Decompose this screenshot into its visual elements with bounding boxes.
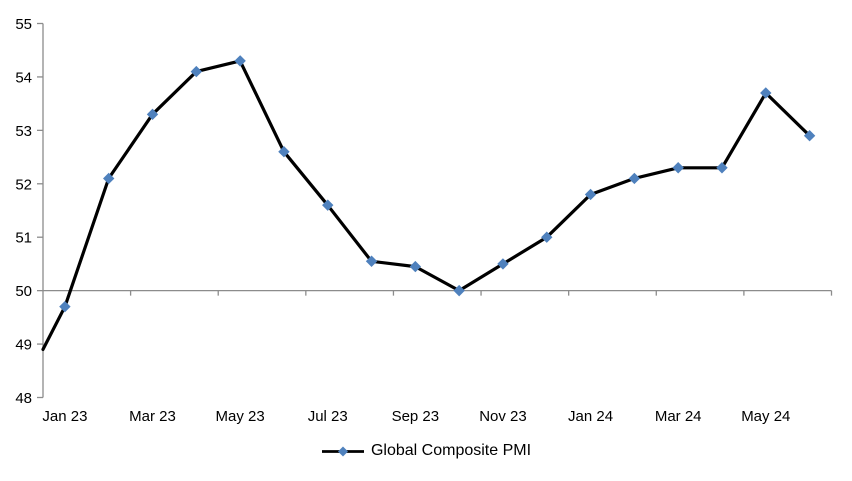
data-point-marker <box>453 284 465 297</box>
x-tick-label: Nov 23 <box>479 408 527 425</box>
y-tick-label: 49 <box>15 337 32 354</box>
x-tick-label: May 24 <box>741 408 790 425</box>
data-point-marker <box>672 162 684 174</box>
chart-legend: Global Composite PMI <box>0 442 852 460</box>
y-tick-label: 54 <box>15 69 32 86</box>
x-tick-label: Sep 23 <box>392 408 440 425</box>
x-tick-label: Jan 24 <box>568 408 613 425</box>
data-point-marker <box>803 129 816 142</box>
data-point-marker <box>628 172 641 185</box>
x-tick-label: May 23 <box>216 408 265 425</box>
x-tick-label: Mar 23 <box>129 408 176 425</box>
data-point-marker <box>322 199 334 211</box>
data-point-marker <box>760 87 772 99</box>
data-point-marker <box>190 65 203 78</box>
data-point-marker <box>541 231 553 243</box>
pmi-series-line <box>41 59 812 351</box>
data-point-marker <box>584 188 597 201</box>
data-point-marker <box>716 162 728 174</box>
y-tick-label: 51 <box>15 230 32 247</box>
y-tick-label: 55 <box>15 16 32 33</box>
y-tick-label: 52 <box>15 176 32 193</box>
y-tick-label: 50 <box>15 283 32 300</box>
data-point-marker <box>409 260 422 273</box>
data-point-marker <box>59 300 71 313</box>
data-point-marker <box>103 172 115 185</box>
legend-line-diamond-icon <box>321 446 364 456</box>
y-tick-label: 53 <box>15 123 32 140</box>
x-tick-label: Mar 24 <box>655 408 702 425</box>
data-point-marker <box>234 55 246 67</box>
x-tick-label: Jan 23 <box>42 408 87 425</box>
data-point-marker <box>497 258 509 270</box>
data-point-marker <box>365 255 378 267</box>
x-tick-label: Jul 23 <box>308 408 348 425</box>
data-point-marker <box>146 108 159 121</box>
y-tick-label: 48 <box>15 390 32 407</box>
legend-label: Global Composite PMI <box>370 442 532 459</box>
data-point-marker <box>278 146 290 158</box>
